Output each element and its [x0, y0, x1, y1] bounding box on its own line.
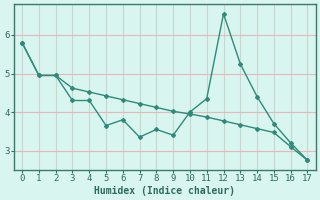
X-axis label: Humidex (Indice chaleur): Humidex (Indice chaleur): [94, 186, 235, 196]
